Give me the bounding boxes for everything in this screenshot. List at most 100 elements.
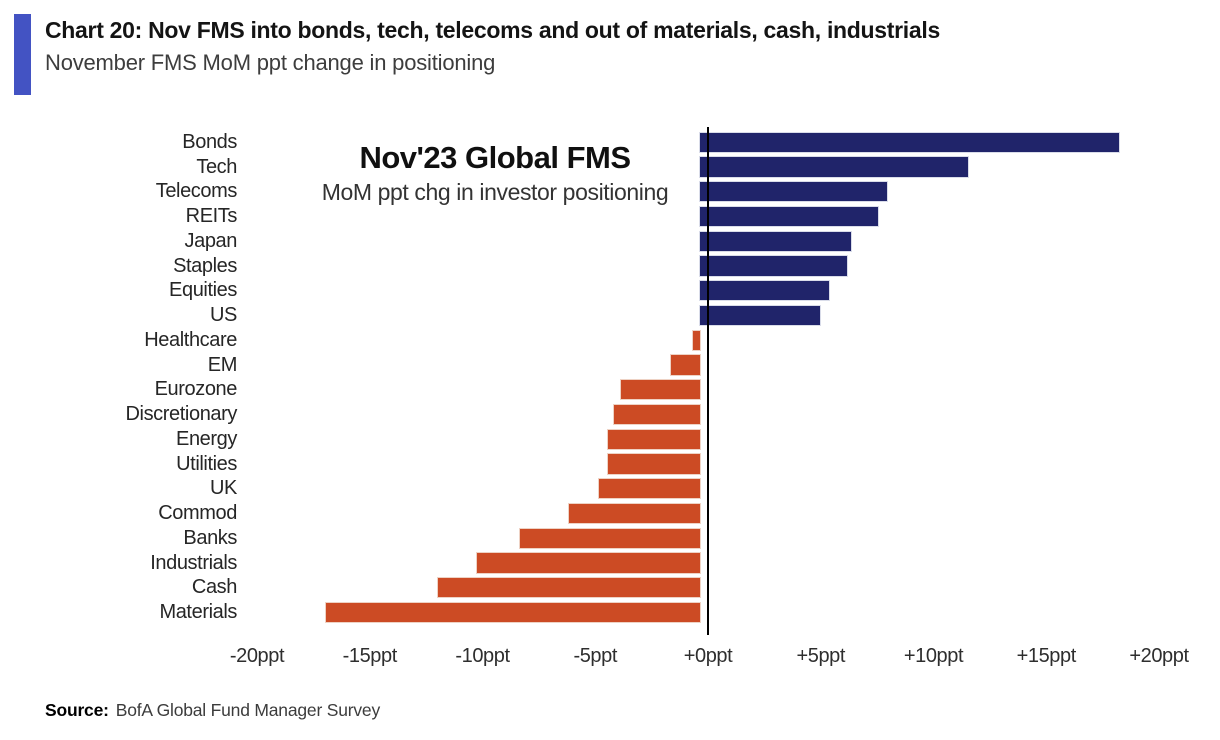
chart-row: Utilities [0,452,1220,477]
category-label: UK [210,477,237,500]
x-tick-label: +5ppt [796,645,846,667]
plot-cell [249,576,1151,601]
chart-row: Eurozone [0,378,1220,403]
chart-row: Energy [0,427,1220,452]
x-tick-label: -15ppt [342,645,398,667]
page-subtitle: November FMS MoM ppt change in positioni… [45,49,496,75]
chart-row: Telecoms [0,180,1220,205]
category-label: Healthcare [144,328,237,351]
plot-cell [249,427,1151,452]
bar-negative [607,454,700,474]
category-label: Bonds [182,130,237,153]
chart-row: REITs [0,204,1220,229]
chart-row: Staples [0,254,1220,279]
bar-negative [614,404,700,425]
source-row: Source: BofA Global Fund Manager Survey [45,700,380,721]
x-tick-label: +0ppt [683,645,733,667]
chart-row: Japan [0,229,1220,254]
annotation-title: Nov'23 Global FMS [359,140,631,175]
zero-axis-line [707,127,709,635]
page-title: Chart 20: Nov FMS into bonds, tech, tele… [45,17,940,43]
bar-negative [476,553,700,573]
category-label: Equities [169,279,237,302]
source-text: BofA Global Fund Manager Survey [115,700,380,720]
bar-positive [700,256,847,276]
category-label: Banks [183,526,237,549]
x-tick-label: -5ppt [573,645,618,667]
category-label: Japan [184,229,238,252]
plot-cell [249,229,1151,254]
category-label: US [210,304,237,327]
bar-positive [700,231,852,251]
bar-positive [700,305,820,326]
bar-negative [438,578,700,598]
category-label: Materials [159,601,237,624]
chart-row: Banks [0,526,1220,551]
chart-row: EM [0,353,1220,378]
category-label: Tech [196,155,237,178]
category-label: Staples [173,254,237,277]
bar-negative [569,503,700,524]
chart-row: Industrials [0,551,1220,576]
bar-negative [670,355,700,375]
x-axis: -20ppt -15ppt -10ppt -5ppt +0ppt +5ppt +10ppt +… [230,645,1189,675]
chart-row: Commod [0,501,1220,526]
plot-cell [249,254,1151,279]
chart-row: Cash [0,576,1220,601]
plot-cell [249,303,1151,328]
chart-row: Bonds [0,130,1220,155]
plot-cell [249,551,1151,576]
bar-positive [700,206,879,227]
bar-chart: Bonds Tech Telecoms REITs Japan Staples Equiti… [0,120,1220,680]
chart-row: US [0,303,1220,328]
plot-cell [249,477,1151,502]
plot-cell [249,378,1151,403]
category-label: Commod [158,502,237,525]
chart-row: UK [0,477,1220,502]
category-label: Eurozone [154,378,238,401]
bar-negative [621,380,700,400]
plot-cell [249,501,1151,526]
plot-cell [249,353,1151,378]
category-label: Telecoms [155,180,238,203]
bar-negative [598,479,700,499]
chart-row: Equities [0,279,1220,304]
plot-cell [249,526,1151,551]
plot-cell [249,279,1151,304]
in-chart-annotation: Nov'23 Global FMS MoM ppt chg in investo… [275,140,715,206]
header: Chart 20: Nov FMS into bonds, tech, tele… [45,16,1205,76]
category-label: Energy [176,427,237,450]
chart-row: Healthcare [0,328,1220,353]
plot-cell [249,328,1151,353]
chart-row: Discretionary [0,402,1220,427]
chart-row: Tech [0,155,1220,180]
plot-cell [249,155,1151,180]
plot-cell [249,402,1151,427]
bar-positive [700,281,829,301]
x-tick-label: +15ppt [1016,645,1077,667]
category-label: Industrials [150,551,237,574]
bar-positive [700,157,969,177]
chart-row: Materials [0,600,1220,625]
bar-negative [325,602,700,623]
category-label: Cash [191,576,237,599]
title-accent-bar [14,14,31,95]
plot-cell [249,130,1151,155]
bar-negative [693,330,700,350]
source-label: Source: [45,700,109,720]
x-tick-label: -20ppt [229,645,285,667]
x-tick-label: -10ppt [455,645,510,667]
category-label: Utilities [176,452,237,475]
category-label: REITs [185,205,238,228]
plot-cell [249,452,1151,477]
bar-positive [700,182,888,202]
annotation-subtitle: MoM ppt chg in investor positioning [321,179,669,205]
chart-rows: Bonds Tech Telecoms REITs Japan Staples Equiti… [0,130,1220,625]
bar-positive [700,132,1120,152]
plot-cell [249,600,1151,625]
bar-negative [607,429,700,449]
x-tick-label: +20ppt [1129,645,1189,667]
bar-negative [519,528,700,548]
x-tick-label: +10ppt [903,645,964,667]
